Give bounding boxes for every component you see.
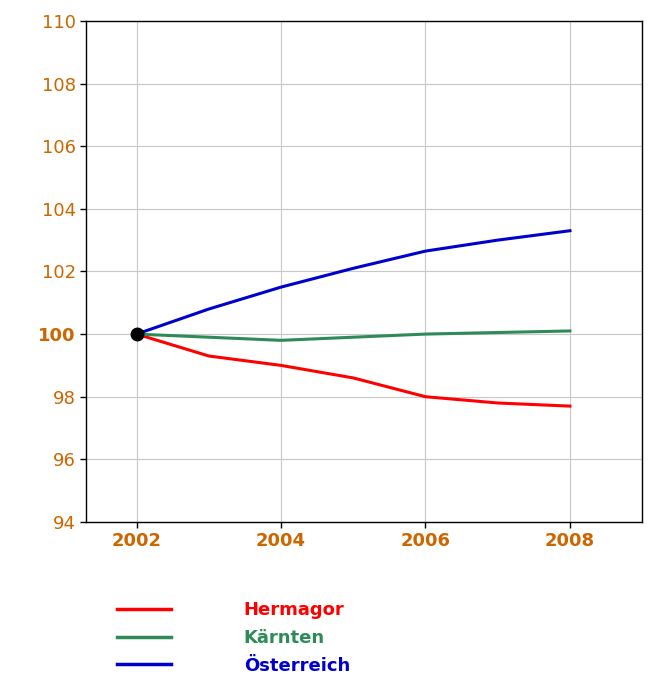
Legend: Hermagor, Kärnten, Österreich: Hermagor, Kärnten, Österreich — [117, 601, 350, 675]
